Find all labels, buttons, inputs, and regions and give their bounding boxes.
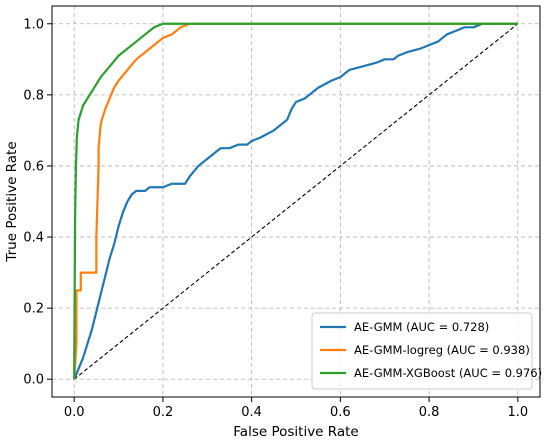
x-axis-ticks: 0.0 0.2 0.4 0.6 0.8 1.0 (64, 397, 528, 420)
x-tick-label: 0.4 (241, 405, 262, 420)
reference-line-group (73, 23, 519, 380)
x-tick-label: 0.0 (64, 405, 85, 420)
legend: AE-GMM (AUC = 0.728) AE-GMM-logreg (AUC =… (311, 312, 542, 390)
series-line-0 (73, 22, 518, 380)
y-tick-label: 1.0 (23, 17, 44, 32)
series-line-2 (73, 22, 518, 380)
legend-label-1: AE-GMM-logreg (AUC = 0.938) (354, 343, 530, 357)
y-axis-ticks: 0.0 0.2 0.4 0.6 0.8 1.0 (23, 17, 52, 388)
y-tick-label: 0.0 (23, 373, 44, 388)
x-tick-label: 0.6 (330, 405, 351, 420)
reference-diagonal-line (73, 23, 519, 380)
legend-label-2: AE-GMM-XGBoost (AUC = 0.976) (354, 366, 542, 380)
x-tick-label: 0.2 (153, 405, 174, 420)
series-lines (73, 22, 518, 380)
y-tick-label: 0.4 (23, 231, 44, 246)
x-axis-label: False Positive Rate (233, 424, 358, 440)
y-axis-label: True Positive Rate (4, 141, 20, 262)
y-tick-label: 0.2 (23, 302, 44, 317)
y-tick-label: 0.6 (23, 159, 44, 174)
x-tick-label: 0.8 (419, 405, 440, 420)
y-tick-label: 0.8 (23, 88, 44, 103)
x-tick-label: 1.0 (507, 405, 528, 420)
plot-frame (51, 5, 541, 398)
legend-label-0: AE-GMM (AUC = 0.728) (354, 320, 489, 334)
legend-box (311, 312, 533, 390)
